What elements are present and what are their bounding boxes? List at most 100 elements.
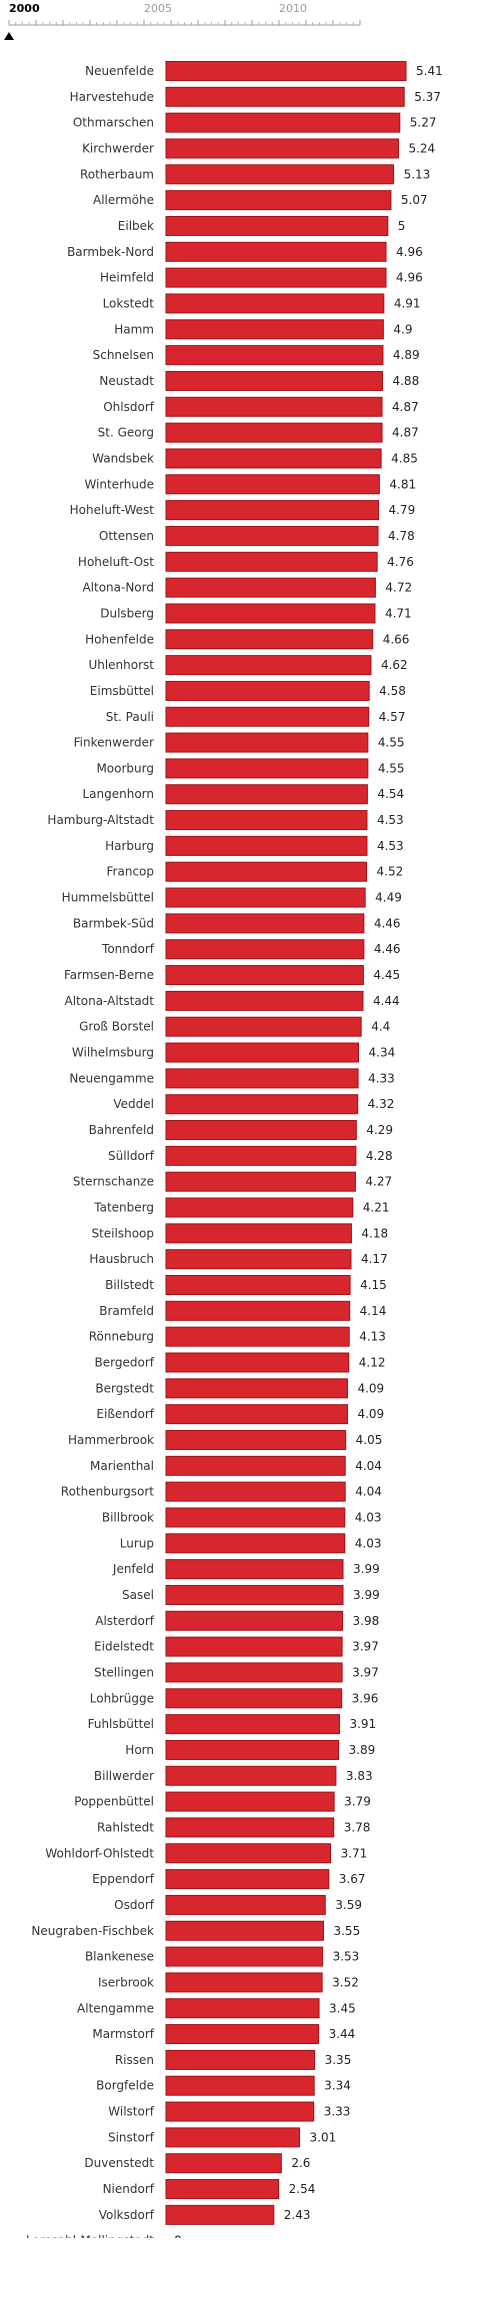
bar[interactable] [165,1894,326,1915]
bar[interactable] [165,1404,348,1425]
category-label: Billstedt [105,1278,154,1292]
bar[interactable] [165,1584,344,1605]
category-label: Winterhude [84,477,154,491]
bar[interactable] [165,474,380,495]
bar[interactable] [165,1739,340,1760]
category-label: Osdorf [114,1898,155,1912]
bar[interactable] [165,112,401,133]
bar[interactable] [165,1688,343,1709]
bar[interactable] [165,1378,348,1399]
bar[interactable] [165,345,384,366]
bar[interactable] [165,965,364,986]
bar[interactable] [165,1223,352,1244]
value-label: 4.89 [393,348,420,362]
bar[interactable] [165,655,372,676]
bar[interactable] [165,990,364,1011]
bar[interactable] [165,396,383,417]
bar[interactable] [165,913,365,934]
bar[interactable] [165,810,368,831]
bar[interactable] [165,1094,359,1115]
bar[interactable] [165,370,383,391]
bar[interactable] [165,2075,315,2096]
bar[interactable] [165,603,376,624]
bar[interactable] [165,1817,335,1838]
bar[interactable] [165,2153,282,2174]
bar[interactable] [165,1946,324,1967]
bar[interactable] [165,1533,346,1554]
timeline-year-label[interactable]: 2000 [9,2,40,15]
bar[interactable] [165,1429,347,1450]
bar[interactable] [165,732,369,753]
timeline-year-label[interactable]: 2005 [144,2,172,15]
bar[interactable] [165,1455,346,1476]
bar[interactable] [165,629,374,650]
bar[interactable] [165,448,382,469]
bar[interactable] [165,758,369,779]
bar[interactable] [165,1120,357,1141]
bar[interactable] [165,2179,280,2200]
bar[interactable] [165,293,385,314]
bar[interactable] [165,1972,323,1993]
bar[interactable] [165,1275,351,1296]
value-label: 2.43 [284,2208,311,2222]
bar[interactable] [165,422,383,443]
bar[interactable] [165,1171,356,1192]
bar[interactable] [165,1249,352,1270]
bar[interactable] [165,241,387,262]
bar[interactable] [165,190,392,211]
bar[interactable] [165,1068,359,1089]
bar[interactable] [165,1610,344,1631]
bar[interactable] [165,500,379,521]
bar[interactable] [165,680,370,701]
category-label: Iserbrook [98,1975,154,1989]
year-timeline-slider[interactable]: 2000 2005 2010 [0,0,480,48]
bar[interactable] [165,1042,360,1063]
bar[interactable] [165,1920,324,1941]
bar[interactable] [165,1662,343,1683]
bar[interactable] [165,1507,346,1528]
bar[interactable] [165,939,365,960]
bar[interactable] [165,2024,320,2045]
bar[interactable] [165,164,395,185]
bar[interactable] [165,1300,351,1321]
bar[interactable] [165,2101,315,2122]
bar[interactable] [165,1145,357,1166]
bar[interactable] [165,2204,275,2225]
bar[interactable] [165,1791,335,1812]
bar[interactable] [165,706,370,727]
bar[interactable] [165,1352,350,1373]
bar[interactable] [165,267,387,288]
bar[interactable] [165,86,405,107]
bar[interactable] [165,215,389,236]
category-label: Eppendorf [92,1872,155,1886]
bar[interactable] [165,1998,320,2019]
bar[interactable] [165,1326,350,1347]
bar[interactable] [165,1016,362,1037]
bar[interactable] [165,577,376,598]
bar[interactable] [165,551,378,572]
timeline-year-label[interactable]: 2010 [279,2,307,15]
bar[interactable] [165,1559,344,1580]
value-label: 3.99 [353,1562,380,1576]
value-label: 4.29 [366,1123,393,1137]
bar[interactable] [165,784,368,805]
bar[interactable] [165,1481,346,1502]
bar[interactable] [165,835,368,856]
bar[interactable] [165,1197,354,1218]
bar[interactable] [165,1714,340,1735]
bar[interactable] [165,1843,332,1864]
bar[interactable] [165,2049,316,2070]
bar[interactable] [165,1765,337,1786]
category-label: Sülldorf [108,1149,155,1163]
bar[interactable] [165,61,407,81]
triangle-up-icon[interactable] [4,32,14,40]
bar[interactable] [165,525,379,546]
bar[interactable] [165,861,368,882]
category-label: Wilstorf [108,2105,155,2119]
bar[interactable] [165,319,384,340]
bar[interactable] [165,887,366,908]
bar[interactable] [165,1869,330,1890]
bar[interactable] [165,2127,301,2148]
bar[interactable] [165,1636,343,1657]
bar[interactable] [165,138,399,159]
